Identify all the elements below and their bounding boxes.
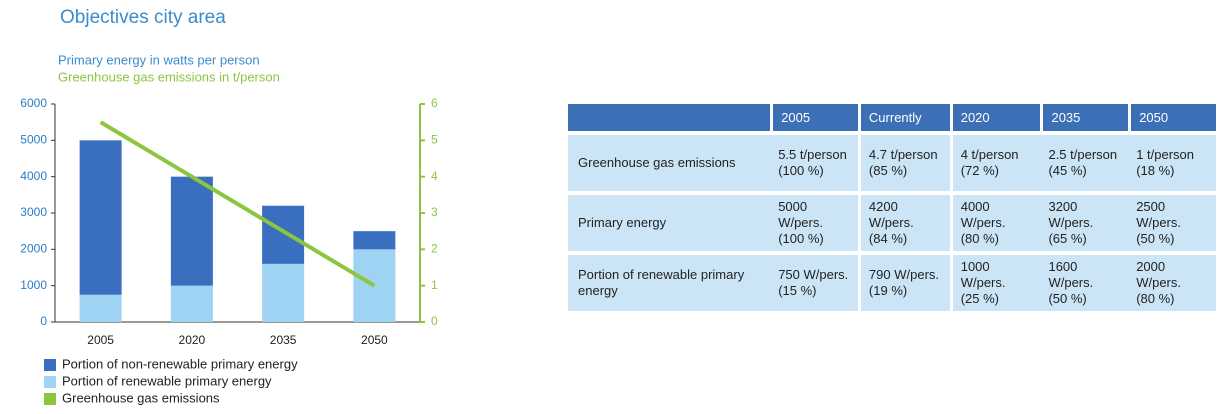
bar xyxy=(262,205,305,264)
cell-text: (84 %) xyxy=(868,231,908,246)
cell-text: 5000 W/pers. xyxy=(778,199,823,230)
table-row: Primary energy 5000 W/pers. (100 %) 4200 W/… xyxy=(568,191,1216,251)
table-row: Portion of renewable primary energy 750 W… xyxy=(568,251,1216,311)
cell-text: (80 %) xyxy=(960,231,1000,246)
y-tick-label: 6000 xyxy=(20,96,47,110)
cell-text: 750 W/pers. xyxy=(778,267,849,282)
column-header: Currently xyxy=(857,104,950,131)
chart: Objectives city area Primary energy in w… xyxy=(20,7,438,405)
table: 2005 Currently 2020 2035 2050 Greenhouse gas … xyxy=(568,104,1216,311)
x-tick-label: 2005 xyxy=(87,333,114,347)
table-cell: 2000 W/pers. (80 %) xyxy=(1128,251,1216,311)
cell-text: 2500 W/pers. xyxy=(1136,199,1181,230)
table-cell: 5.5 t/person (100 %) xyxy=(770,131,858,191)
table-cell: 4000 W/pers. (80 %) xyxy=(949,191,1041,251)
legend-label: Greenhouse gas emissions xyxy=(62,390,220,405)
x-tick-label: 2035 xyxy=(270,333,297,347)
cell-text: 4200 W/pers. xyxy=(868,199,914,230)
cell-text: 4000 W/pers. xyxy=(960,199,1006,230)
cell-text: (100 %) xyxy=(778,231,824,246)
bar xyxy=(262,263,305,322)
table-cell: 1 t/person (18 %) xyxy=(1128,131,1216,191)
table-cell: 1600 W/pers. (50 %) xyxy=(1040,251,1129,311)
row-label: Primary energy xyxy=(568,191,771,251)
cell-text: 1600 W/pers. xyxy=(1048,259,1094,290)
cell-text: (100 %) xyxy=(778,163,824,178)
cell-text: (19 %) xyxy=(868,283,908,298)
table-row: Greenhouse gas emissions 5.5 t/person (100… xyxy=(568,131,1216,191)
table-cell: 1000 W/pers. (25 %) xyxy=(949,251,1041,311)
cell-text: (25 %) xyxy=(960,291,1000,306)
row-label: Portion of renewable primary energy xyxy=(568,251,771,311)
corner xyxy=(568,104,771,131)
column-header: 2035 xyxy=(1040,104,1129,131)
cell-text: (72 %) xyxy=(960,163,1000,178)
table-cell: 5000 W/pers. (100 %) xyxy=(770,191,858,251)
cell-text: (85 %) xyxy=(868,163,908,178)
bar xyxy=(79,294,122,322)
cell-text: (45 %) xyxy=(1048,163,1087,178)
line xyxy=(99,120,376,288)
cell-text: (50 %) xyxy=(1048,291,1087,306)
y-axis-label: Primary energy in watts per person xyxy=(58,52,260,67)
y-tick-label: 2000 xyxy=(20,242,47,256)
y2-tick-label: 6 xyxy=(431,96,438,110)
cell-text: 2000 W/pers. xyxy=(1136,259,1181,290)
cell-text: 2.5 t/person xyxy=(1048,147,1118,162)
y2-tick-label: 1 xyxy=(431,278,438,292)
y-tick-label: 4000 xyxy=(20,169,47,183)
legend-label: Portion of non-renewable primary energy xyxy=(62,356,298,371)
table-cell: 4.7 t/person (85 %) xyxy=(857,131,950,191)
y2-tick-label: 5 xyxy=(431,133,438,147)
column-header: 2020 xyxy=(949,104,1041,131)
bar xyxy=(170,176,213,286)
table-cell: 4 t/person (72 %) xyxy=(949,131,1041,191)
cell-text: 3200 W/pers. xyxy=(1048,199,1094,230)
cell-text: (50 %) xyxy=(1136,231,1175,246)
chart-title: Objectives city area xyxy=(60,7,226,28)
table-cell: 2.5 t/person (45 %) xyxy=(1040,131,1129,191)
table-cell: 2500 W/pers. (50 %) xyxy=(1128,191,1216,251)
y2-tick-label: 4 xyxy=(431,169,438,183)
legend-swatch xyxy=(44,376,56,388)
cell-text: 1 t/person xyxy=(1136,147,1195,162)
cell-text: (18 %) xyxy=(1136,163,1175,178)
cell-text: (65 %) xyxy=(1048,231,1087,246)
cell-text: (15 %) xyxy=(778,283,817,298)
row-label: Greenhouse gas emissions xyxy=(568,131,771,191)
table-cell: 750 W/pers. (15 %) xyxy=(770,251,858,311)
column-header: 2050 xyxy=(1128,104,1216,131)
y2-tick-label: 3 xyxy=(431,205,438,219)
table-cell: 790 W/pers. (19 %) xyxy=(857,251,950,311)
legend-label: Portion of renewable primary energy xyxy=(62,373,272,388)
y-tick-label: 5000 xyxy=(20,133,47,147)
bar xyxy=(170,285,213,322)
legend-swatch xyxy=(44,359,56,371)
y2-tick-label: 2 xyxy=(431,242,438,256)
bar xyxy=(353,231,396,250)
x-tick-label: 2050 xyxy=(361,333,388,347)
cell-text: 4.7 t/person xyxy=(868,147,938,162)
column-header: 2005 xyxy=(770,104,858,131)
x-tick-label: 2020 xyxy=(179,333,206,347)
y2-tick-label: 0 xyxy=(431,314,438,328)
cell-text: (80 %) xyxy=(1136,291,1175,306)
cell-text: 1000 W/pers. xyxy=(960,259,1006,290)
y2-axis-label: Greenhouse gas emissions in t/person xyxy=(58,69,280,84)
table-cell: 4200 W/pers. (84 %) xyxy=(857,191,950,251)
y-tick-label: 3000 xyxy=(20,205,47,219)
y-tick-label: 0 xyxy=(40,314,47,328)
cell-text: 4 t/person xyxy=(960,147,1019,162)
y-tick-label: 1000 xyxy=(20,278,47,292)
cell-text: 790 W/pers. xyxy=(868,267,940,282)
table-cell: 3200 W/pers. (65 %) xyxy=(1040,191,1129,251)
bar xyxy=(79,140,122,295)
legend-swatch xyxy=(44,393,56,405)
cell-text: 5.5 t/person xyxy=(778,147,847,162)
